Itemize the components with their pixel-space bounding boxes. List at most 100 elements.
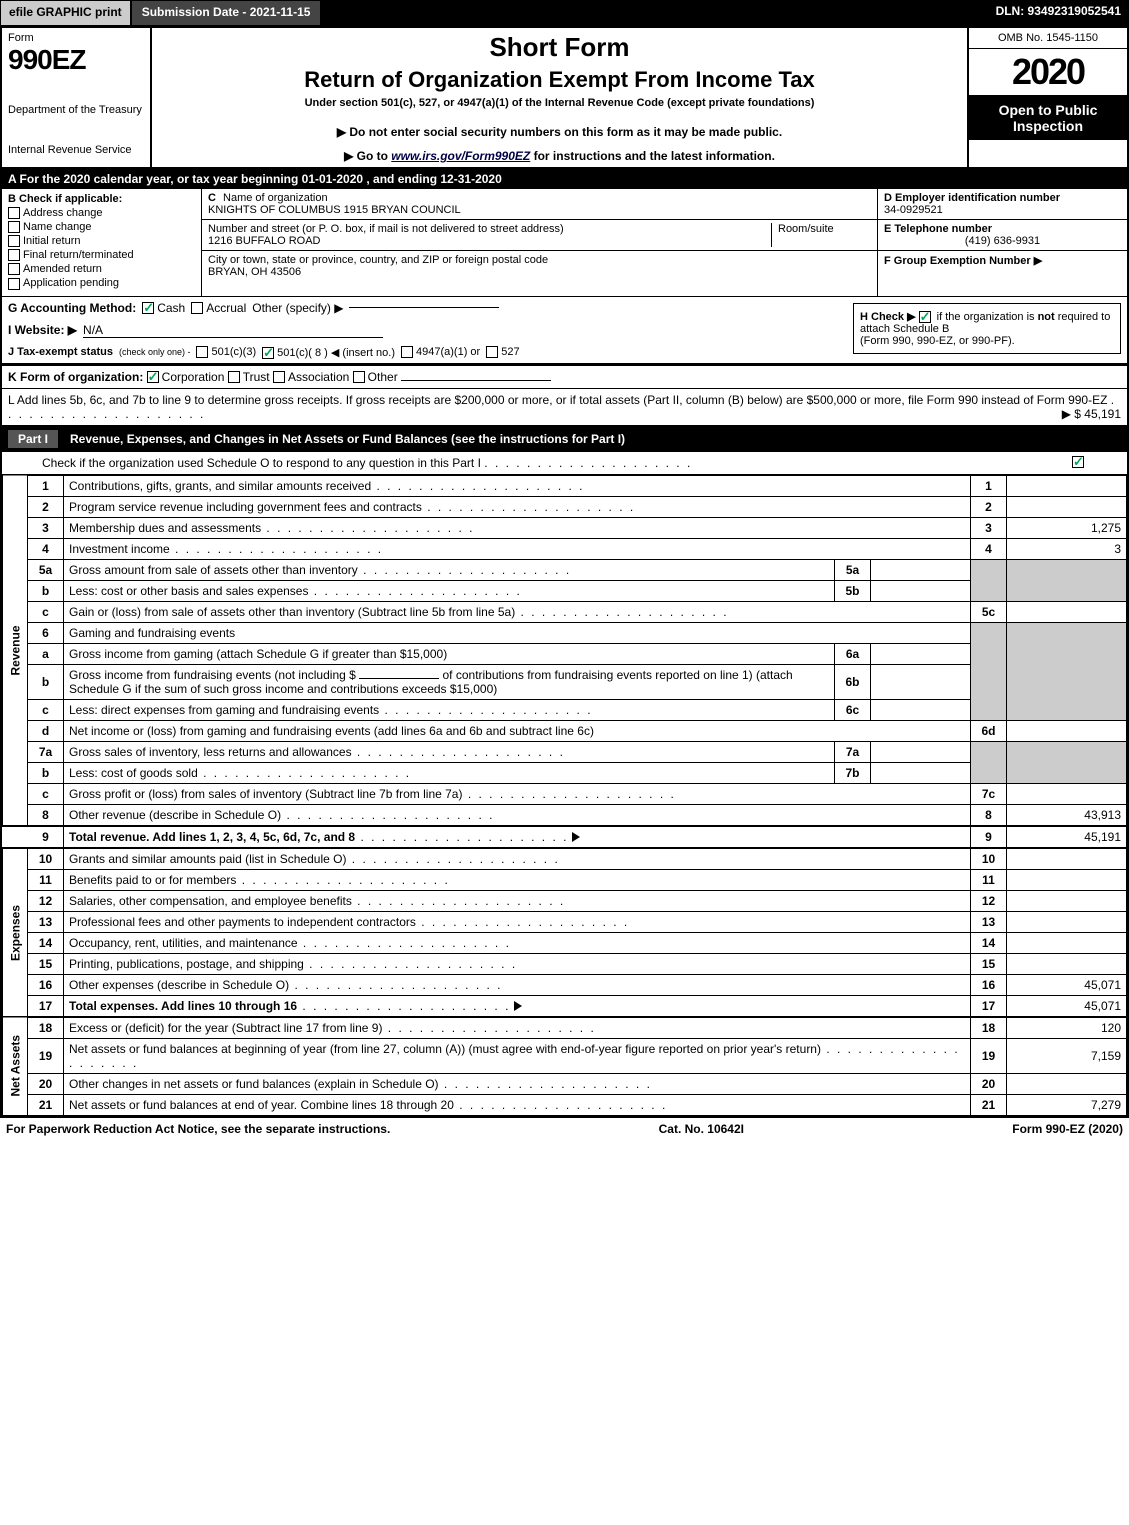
line-14-rnum: 14: [971, 932, 1007, 953]
line-14-num: 14: [28, 932, 64, 953]
line-6d-rnum: 6d: [971, 720, 1007, 741]
line-6b-num: b: [28, 664, 64, 699]
line-6a-desc: Gross income from gaming (attach Schedul…: [64, 643, 835, 664]
line-18-desc: Excess or (deficit) for the year (Subtra…: [69, 1021, 382, 1035]
chk-cash[interactable]: Cash: [142, 301, 185, 315]
chk-association[interactable]: Association: [273, 370, 349, 384]
line-18-rnum: 18: [971, 1017, 1007, 1039]
chk-501c[interactable]: 501(c)( 8 ) ◀ (insert no.): [262, 346, 395, 359]
line-12-val: [1007, 890, 1127, 911]
line-19-num: 19: [28, 1038, 64, 1073]
org-name: KNIGHTS OF COLUMBUS 1915 BRYAN COUNCIL: [208, 204, 461, 216]
line-8-num: 8: [28, 804, 64, 826]
line-5b-innum: 5b: [835, 580, 871, 601]
line-3-desc: Membership dues and assessments: [69, 521, 261, 535]
line-4-val: 3: [1007, 538, 1127, 559]
line-7b-inval: [871, 762, 971, 783]
chk-schedule-o[interactable]: [1072, 456, 1084, 468]
footer-mid: Cat. No. 10642I: [659, 1122, 744, 1136]
line-5a-desc: Gross amount from sale of assets other t…: [69, 563, 358, 577]
chk-other-org[interactable]: Other: [353, 370, 398, 384]
side-revenue: Revenue: [3, 475, 28, 826]
addr-label: Number and street (or P. O. box, if mail…: [208, 223, 564, 235]
line-8-desc: Other revenue (describe in Schedule O): [69, 808, 281, 822]
form-number: 990EZ: [8, 44, 144, 76]
c-name-label: Name of organization: [223, 192, 328, 204]
website: N/A: [83, 323, 383, 338]
chk-final-return[interactable]: Final return/terminated: [8, 249, 195, 261]
form-header: Form 990EZ Department of the Treasury In…: [2, 28, 1127, 169]
c-label: C: [208, 192, 216, 204]
line-16-val: 45,071: [1007, 974, 1127, 995]
line-20-val: [1007, 1073, 1127, 1094]
short-form-title: Short Form: [160, 32, 959, 63]
dln: DLN: 93492319052541: [988, 0, 1129, 26]
line-6d-val: [1007, 720, 1127, 741]
line-1-val: [1007, 475, 1127, 496]
org-address: 1216 BUFFALO ROAD: [208, 235, 321, 247]
line-2-rnum: 2: [971, 496, 1007, 517]
line-12-num: 12: [28, 890, 64, 911]
line-2-desc: Program service revenue including govern…: [69, 500, 422, 514]
line-8-rnum: 8: [971, 804, 1007, 826]
chk-initial-return[interactable]: Initial return: [8, 235, 195, 247]
chk-amended-return[interactable]: Amended return: [8, 263, 195, 275]
footer-right: Form 990-EZ (2020): [1012, 1122, 1123, 1136]
h-text3: (Form 990, 990-EZ, or 990-PF).: [860, 335, 1015, 347]
line-5c-val: [1007, 601, 1127, 622]
chk-h[interactable]: [919, 311, 931, 323]
chk-address-change[interactable]: Address change: [8, 207, 195, 219]
line-14-val: [1007, 932, 1127, 953]
line-6b-inval: [871, 664, 971, 699]
line-7c-num: c: [28, 783, 64, 804]
form-container: Form 990EZ Department of the Treasury In…: [0, 26, 1129, 1118]
open-to-public: Open to Public Inspection: [969, 96, 1127, 140]
part1-header: Part I Revenue, Expenses, and Changes in…: [2, 426, 1127, 452]
efile-print-button[interactable]: efile GRAPHIC print: [0, 0, 131, 26]
line-6c-num: c: [28, 699, 64, 720]
line-2-num: 2: [28, 496, 64, 517]
line-7b-num: b: [28, 762, 64, 783]
line-6c-inval: [871, 699, 971, 720]
line-13-rnum: 13: [971, 911, 1007, 932]
city-label: City or town, state or province, country…: [208, 254, 548, 266]
ein: 34-0929521: [884, 204, 943, 216]
chk-527[interactable]: 527: [486, 346, 519, 358]
line-17-val: 45,071: [1007, 995, 1127, 1017]
line-7b-innum: 7b: [835, 762, 871, 783]
line-4-rnum: 4: [971, 538, 1007, 559]
line-4-desc: Investment income: [69, 542, 170, 556]
l-text: L Add lines 5b, 6c, and 7b to line 9 to …: [8, 393, 1107, 407]
chk-other-method[interactable]: Other (specify) ▶: [252, 301, 343, 315]
line-5c-rnum: 5c: [971, 601, 1007, 622]
line-20-desc: Other changes in net assets or fund bala…: [69, 1077, 439, 1091]
chk-application-pending[interactable]: Application pending: [8, 277, 195, 289]
part1-title: Revenue, Expenses, and Changes in Net As…: [70, 432, 625, 446]
chk-accrual[interactable]: Accrual: [191, 301, 246, 315]
chk-4947[interactable]: 4947(a)(1) or: [401, 346, 480, 358]
line-6d-num: d: [28, 720, 64, 741]
chk-name-change[interactable]: Name change: [8, 221, 195, 233]
line-6b-desc1: Gross income from fundraising events (no…: [69, 668, 356, 682]
dept-treasury: Department of the Treasury: [8, 104, 144, 116]
row-a-tax-year: A For the 2020 calendar year, or tax yea…: [2, 169, 1127, 189]
omb-number: OMB No. 1545-1150: [969, 28, 1127, 49]
part1-tag: Part I: [8, 430, 58, 448]
line-1-num: 1: [28, 475, 64, 496]
line-5b-num: b: [28, 580, 64, 601]
goto-link[interactable]: www.irs.gov/Form990EZ: [391, 149, 530, 163]
line-6c-innum: 6c: [835, 699, 871, 720]
line-5a-inval: [871, 559, 971, 580]
line-18-val: 120: [1007, 1017, 1127, 1039]
chk-501c3[interactable]: 501(c)(3): [196, 346, 256, 358]
line-15-val: [1007, 953, 1127, 974]
line-5c-desc: Gain or (loss) from sale of assets other…: [69, 605, 515, 619]
line-6a-inval: [871, 643, 971, 664]
room-label: Room/suite: [778, 223, 834, 235]
chk-corporation[interactable]: Corporation: [147, 370, 225, 384]
line-15-rnum: 15: [971, 953, 1007, 974]
line-16-desc: Other expenses (describe in Schedule O): [69, 978, 289, 992]
block-bcdef: B Check if applicable: Address change Na…: [2, 189, 1127, 297]
chk-trust[interactable]: Trust: [228, 370, 270, 384]
line-5a-num: 5a: [28, 559, 64, 580]
